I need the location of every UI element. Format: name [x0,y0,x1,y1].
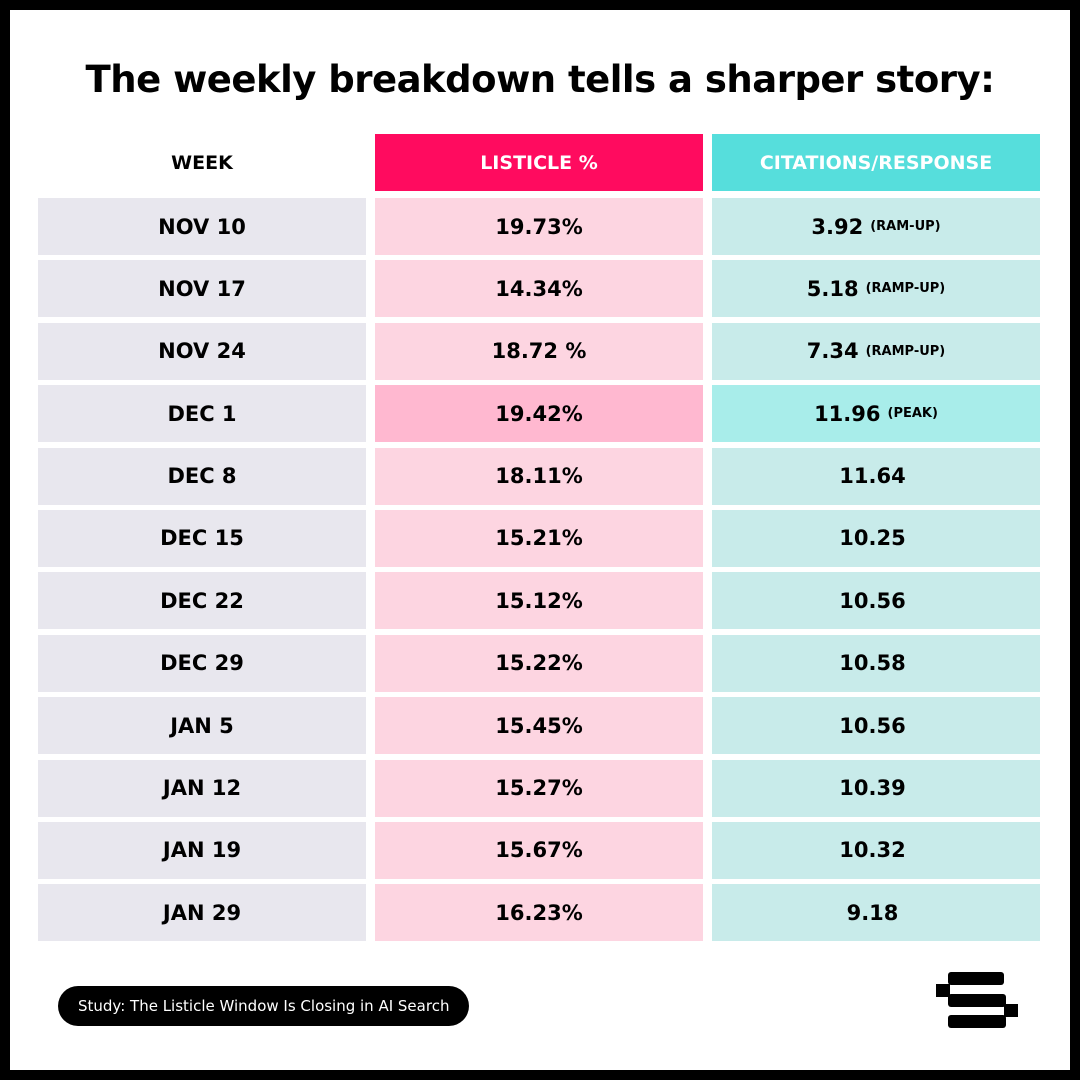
citations-cell: 3.92 (RAM-UP) [712,198,1040,255]
week-cell: NOV 10 [38,198,366,255]
week-cell: NOV 24 [38,322,366,380]
citations-cell: 9.18 [712,884,1040,942]
citations-value: 10.32 [839,838,906,863]
table-body: NOV 10 19.73% 3.92 (RAM-UP) NOV 17 14.34% 5.18… [38,198,1041,942]
listicle-cell: 15.27% [375,759,703,817]
page-title: The weekly breakdown tells a sharper sto… [85,58,995,101]
table-row: NOV 10 19.73% 3.92 (RAM-UP) [38,198,1041,255]
week-cell: JAN 5 [38,697,366,755]
table-row: JAN 19 15.67% 10.32 [38,821,1041,879]
week-cell: JAN 29 [38,884,366,942]
citations-cell: 10.58 [712,634,1040,692]
table-row: NOV 17 14.34% 5.18 (RAMP-UP) [38,260,1041,318]
table-row: DEC 1 19.42% 11.96 (PEAK) [38,385,1041,443]
citations-value: 10.25 [839,526,906,551]
table-row: NOV 24 18.72 % 7.34 (RAMP-UP) [38,322,1041,380]
citations-value: 10.58 [839,651,906,676]
citations-note: (RAM-UP) [870,219,941,234]
citations-cell: 10.25 [712,509,1040,567]
citations-cell: 11.64 [712,447,1040,505]
citations-value: 10.56 [839,713,906,738]
listicle-cell: 15.21% [375,509,703,567]
listicle-cell: 19.42% [375,385,703,443]
listicle-cell: 14.34% [375,260,703,318]
listicle-cell: 18.72 % [375,322,703,380]
header-citations: CITATIONS/RESPONSE [712,134,1040,191]
citations-cell: 10.32 [712,821,1040,879]
week-cell: JAN 19 [38,821,366,879]
table-row: JAN 29 16.23% 9.18 [38,884,1041,942]
table-row: DEC 8 18.11% 11.64 [38,447,1041,505]
header-week: WEEK [38,134,366,191]
citations-value: 5.18 [806,276,859,301]
week-cell: DEC 15 [38,509,366,567]
citations-cell: 10.39 [712,759,1040,817]
citations-value: 10.56 [839,588,906,613]
week-cell: DEC 8 [38,447,366,505]
citations-value: 11.64 [839,464,906,489]
header-listicle: LISTICLE % [375,134,703,191]
week-cell: JAN 12 [38,759,366,817]
week-cell: DEC 22 [38,572,366,630]
listicle-cell: 15.22% [375,634,703,692]
week-cell: DEC 29 [38,634,366,692]
week-cell: DEC 1 [38,385,366,443]
listicle-cell: 19.73% [375,198,703,255]
listicle-cell: 15.12% [375,572,703,630]
table-row: DEC 22 15.12% 10.56 [38,572,1041,630]
citations-value: 7.34 [806,339,859,364]
citations-value: 3.92 [811,214,864,239]
listicle-cell: 15.45% [375,697,703,755]
table-row: JAN 5 15.45% 10.56 [38,697,1041,755]
table-row: DEC 29 15.22% 10.58 [38,634,1041,692]
table-header-row: WEEK LISTICLE % CITATIONS/RESPONSE [38,134,1041,191]
citations-cell: 10.56 [712,572,1040,630]
table-row: JAN 12 15.27% 10.39 [38,759,1041,817]
citations-value: 9.18 [846,900,899,925]
citations-cell: 7.34 (RAMP-UP) [712,322,1040,380]
citations-note: (RAMP-UP) [865,281,946,297]
citations-cell: 11.96 (PEAK) [712,385,1040,443]
citations-note: (RAMP-UP) [865,343,946,359]
brand-s-logo-icon [936,972,1018,1028]
listicle-cell: 18.11% [375,447,703,505]
citations-value: 11.96 [814,401,881,426]
study-badge: Study: The Listicle Window Is Closing in… [58,986,470,1026]
week-cell: NOV 17 [38,260,366,318]
table-row: DEC 15 15.21% 10.25 [38,509,1041,567]
citations-cell: 5.18 (RAMP-UP) [712,260,1040,318]
listicle-cell: 16.23% [375,884,703,942]
citations-note: (PEAK) [887,406,938,422]
citations-cell: 10.56 [712,697,1040,755]
weekly-table: WEEK LISTICLE % CITATIONS/RESPONSE NOV 1… [38,134,1041,947]
citations-value: 10.39 [839,776,906,801]
listicle-cell: 15.67% [375,821,703,879]
